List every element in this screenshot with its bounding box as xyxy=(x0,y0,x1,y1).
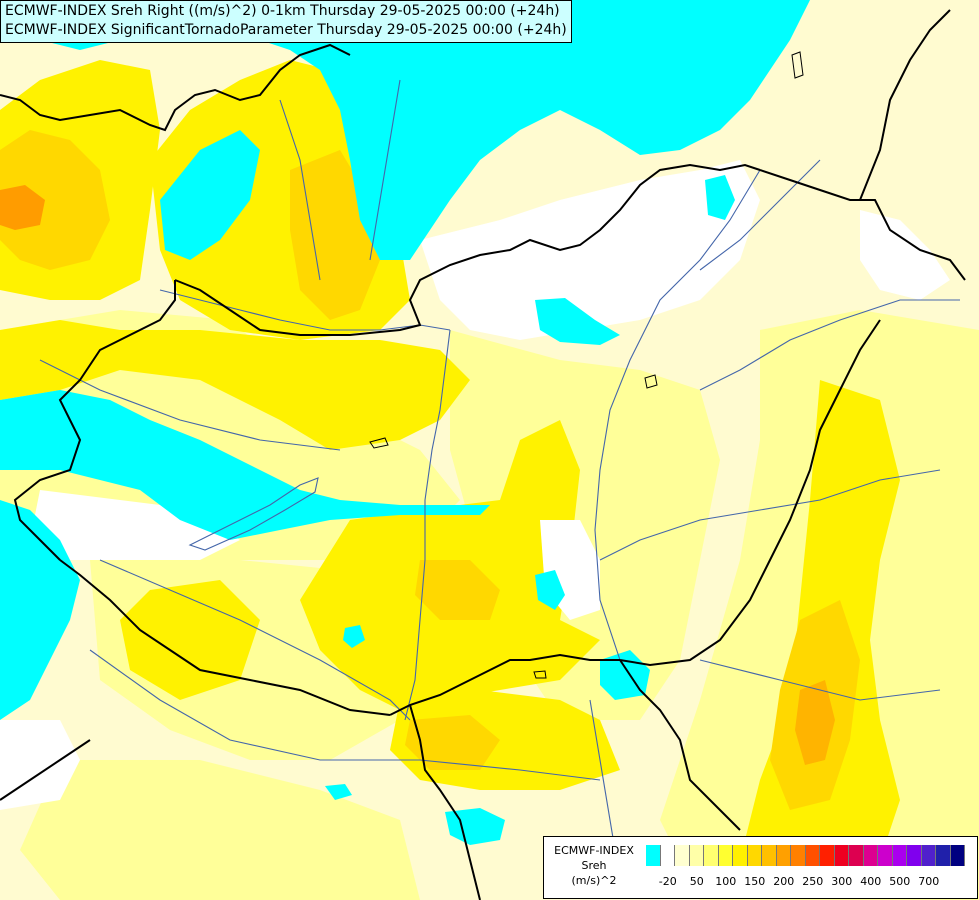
river-southeast xyxy=(699,659,941,701)
legend-swatch xyxy=(907,845,922,866)
border-croatia-serbia xyxy=(409,704,481,900)
border-southwest xyxy=(0,739,91,801)
field-gold-northwest xyxy=(0,130,110,270)
legend-swatch xyxy=(892,845,907,866)
legend-swatch xyxy=(878,845,893,866)
river-drava xyxy=(99,559,411,721)
legend-source: ECMWF-INDEX xyxy=(554,844,634,857)
river-east-1 xyxy=(699,159,821,271)
river-danube-middle xyxy=(404,329,451,721)
legend-unit: (m/s)^2 xyxy=(571,874,617,887)
river-sava xyxy=(89,649,601,781)
border-romania-hungary xyxy=(619,319,881,667)
lake-balaton xyxy=(188,477,319,551)
legend-swatch xyxy=(950,845,965,866)
river-lines xyxy=(39,79,960,881)
river-tisza xyxy=(594,169,761,661)
color-legend: ECMWF-INDEX Sreh (m/s)^2 -20 50 100 150 200 2… xyxy=(543,836,978,899)
border-northeast xyxy=(859,9,951,201)
legend-tick-label: 700 xyxy=(918,875,940,888)
legend-swatch xyxy=(762,845,777,866)
border-croatia-hungary xyxy=(59,559,391,716)
field-cyan-south-lake xyxy=(445,808,505,845)
field-cyan-north xyxy=(230,0,810,260)
legend-swatch xyxy=(776,845,791,866)
legend-tick-label: -20 xyxy=(658,875,677,888)
border-austria-hungary xyxy=(13,280,176,561)
field-cyan-east-patch xyxy=(705,175,735,220)
field-yellow-west-band xyxy=(0,320,470,450)
field-white-west xyxy=(30,490,240,560)
title-line-2: ECMWF-INDEX SignificantTornadoParameter … xyxy=(5,22,567,38)
legend-swatch xyxy=(660,845,675,866)
border-ukraine xyxy=(759,169,966,281)
river-mures xyxy=(599,469,941,561)
legend-tick-label: 300 xyxy=(831,875,853,888)
map-title-box: ECMWF-INDEX Sreh Right ((m/s)^2) 0-1km T… xyxy=(0,0,572,43)
legend-swatch xyxy=(820,845,835,866)
field-gold-center xyxy=(415,560,500,620)
legend-swatch xyxy=(791,845,806,866)
field-orange-east xyxy=(795,680,835,765)
legend-swatch xyxy=(849,845,864,866)
field-white-northeast xyxy=(860,210,950,300)
field-cyan-west-lower xyxy=(0,500,80,720)
legend-tick-label: 250 xyxy=(802,875,824,888)
legend-ticks: -20 50 100 150 200 250 300 400 500 700 xyxy=(646,875,966,889)
legend-swatch xyxy=(805,845,820,866)
legend-tick-label: 150 xyxy=(744,875,766,888)
legend-swatch xyxy=(646,845,661,866)
river-north-2 xyxy=(369,79,401,261)
legend-swatch xyxy=(834,845,849,866)
field-white-north xyxy=(420,160,760,340)
small-lakes xyxy=(369,51,804,679)
legend-variable: Sreh xyxy=(581,859,607,872)
legend-title: ECMWF-INDEX Sreh (m/s)^2 xyxy=(546,843,642,888)
legend-swatch xyxy=(733,845,748,866)
field-cyan-southwest-small xyxy=(343,625,365,648)
field-cyan-north-mid xyxy=(160,130,260,260)
field-light-yellow-southwest xyxy=(20,760,420,900)
river-north-1 xyxy=(279,99,321,281)
lake-south xyxy=(533,670,547,679)
legend-tick-label: 50 xyxy=(689,875,704,888)
legend-swatch xyxy=(718,845,733,866)
border-south-serbia xyxy=(619,659,741,831)
field-orange-northwest xyxy=(0,185,45,230)
legend-tick-label: 400 xyxy=(860,875,882,888)
legend-tick-label: 200 xyxy=(773,875,795,888)
legend-swatch xyxy=(675,845,690,866)
legend-swatch xyxy=(921,845,936,866)
border-lines xyxy=(0,9,966,900)
legend-swatch xyxy=(747,845,762,866)
lake-east xyxy=(644,374,658,389)
field-cyan-west xyxy=(0,390,490,540)
border-north xyxy=(0,43,351,132)
field-gold-south xyxy=(405,715,500,770)
legend-swatch xyxy=(863,845,878,866)
legend-swatch xyxy=(936,845,951,866)
field-cyan-center-small xyxy=(535,570,565,610)
legend-swatches xyxy=(646,845,965,866)
river-somes xyxy=(699,299,960,391)
legend-tick-label: 100 xyxy=(715,875,737,888)
title-line-1: ECMWF-INDEX Sreh Right ((m/s)^2) 0-1km T… xyxy=(5,3,560,19)
lake-north xyxy=(791,51,804,79)
field-cyan-south-small xyxy=(325,784,352,800)
legend-swatch xyxy=(704,845,719,866)
field-yellow-southwest-patch xyxy=(120,580,260,700)
field-cyan-center-lake xyxy=(535,298,620,345)
border-serbia-hungary xyxy=(389,653,620,716)
border-slovakia-hungary xyxy=(174,163,761,336)
field-light-yellow-west xyxy=(0,310,460,560)
lake-velence xyxy=(369,437,389,449)
legend-swatch xyxy=(689,845,704,866)
legend-tick-label: 500 xyxy=(889,875,911,888)
